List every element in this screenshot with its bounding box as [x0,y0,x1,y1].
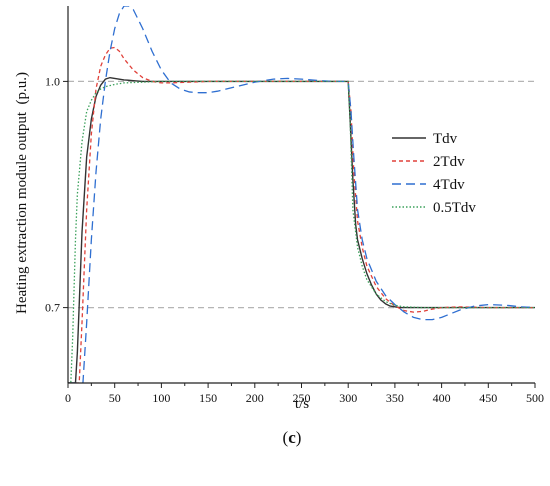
legend-label-0: Tdv [433,131,458,147]
panel-label-open-paren: ( [283,428,289,447]
x-tick-label: 500 [526,391,544,405]
reference-lines [68,80,535,309]
series-line-3 [68,80,535,383]
legend-label-3: 0.5Tdv [433,200,476,216]
series-lines [68,6,535,383]
x-tick-label: 150 [199,391,217,405]
x-tick-label: 50 [109,391,121,405]
panel-label: (c) [283,428,302,447]
series-line-0 [68,76,535,383]
x-tick-label: 100 [152,391,170,405]
ticks: 0 50 100 150 200 250 300 350 400 450 500 1.0 0.7 [45,74,544,405]
y-tick-label: 0.7 [45,301,60,315]
legend-label-1: 2Tdv [433,154,465,170]
x-tick-label: 400 [433,391,451,405]
legend: Tdv 2Tdv 4Tdv 0.5Tdv [392,131,476,216]
panel-label-letter: c [288,428,296,447]
y-axis-label: Heating extraction module output (p.u.) [14,72,30,314]
x-tick-label: 450 [479,391,497,405]
x-tick-label: 300 [339,391,357,405]
y-tick-label: 1.0 [45,74,60,88]
panel-label-close-paren: ) [296,428,302,447]
legend-label-2: 4Tdv [433,177,465,193]
x-tick-label: 0 [65,391,71,405]
series-line-1 [68,46,535,383]
series-line-2 [68,6,535,383]
axes [67,6,535,384]
x-tick-label: 350 [386,391,404,405]
x-tick-label: 200 [246,391,264,405]
x-axis-label: t/s [295,396,309,412]
x-tick-label: 250 [293,391,311,405]
